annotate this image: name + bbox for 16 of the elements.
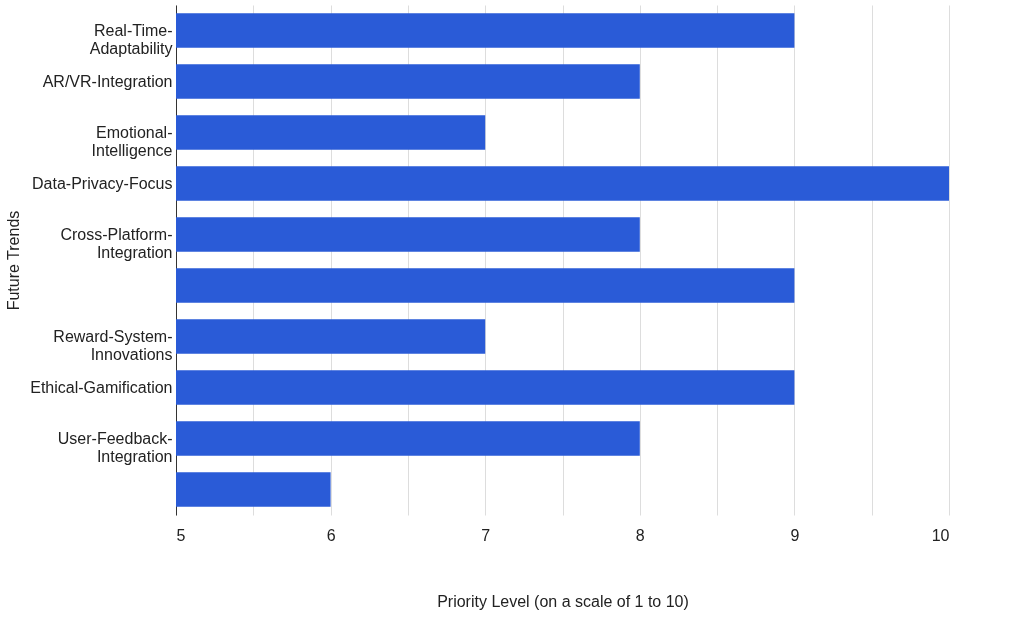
y-tick-label: Data-Privacy-Focus — [32, 174, 173, 192]
y-tick-label: Ethical-Gamification — [30, 378, 173, 396]
y-tick-label: User-Feedback-Integration — [57, 429, 173, 465]
y-tick-label: Reward-System-Innovations — [53, 327, 173, 363]
y-tick-label: AR/VR-Integration — [42, 72, 173, 90]
x-axis-title: Priority Level (on a scale of 1 to 10) — [437, 592, 689, 610]
y-tick-label: Emotional-Intelligence — [91, 123, 173, 159]
x-tick-label: 10 — [931, 526, 950, 544]
x-tick-label: 7 — [481, 526, 491, 544]
x-tick-label: 8 — [635, 526, 645, 544]
y-axis-title: Future Trends — [5, 210, 23, 311]
x-tick-label: 5 — [176, 526, 186, 544]
x-tick-label: 9 — [790, 526, 800, 544]
y-tick-label: Real-Time-Adaptability — [89, 21, 173, 57]
x-tick-label: 6 — [326, 526, 336, 544]
y-tick-label: Cross-Platform-Integration — [60, 225, 173, 261]
